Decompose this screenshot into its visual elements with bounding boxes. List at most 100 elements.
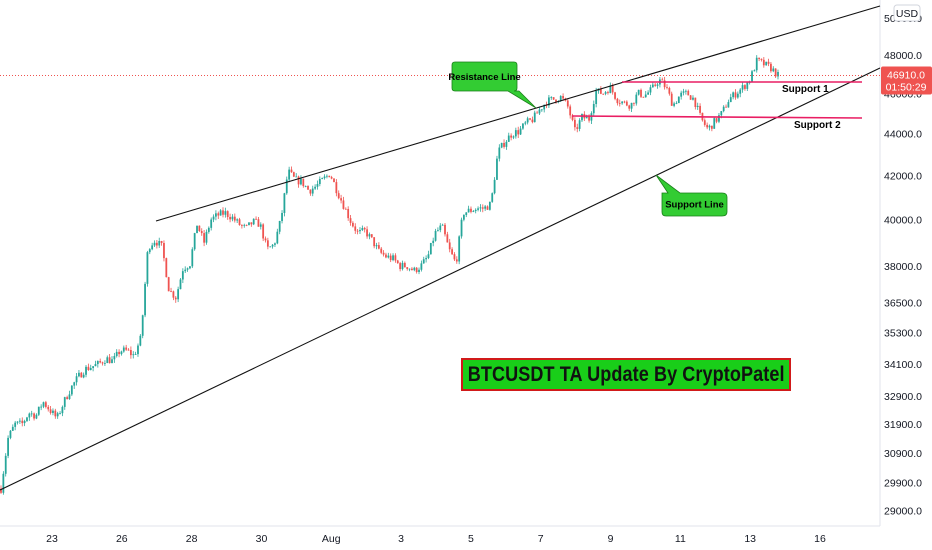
price-tick-label: 42000.0	[884, 170, 922, 182]
candle-body	[519, 128, 522, 135]
candle-body	[765, 61, 768, 66]
candle-body	[295, 176, 298, 178]
candle-body	[555, 99, 557, 102]
candle-body	[23, 420, 26, 424]
candle-body	[512, 136, 515, 138]
resistance-line[interactable]	[155, 5, 881, 222]
candle-body	[342, 200, 345, 209]
candle-body	[411, 268, 413, 271]
candle-body	[186, 268, 189, 270]
resistance-line-callout[interactable]: Resistance Line	[448, 61, 537, 109]
candle-body	[635, 94, 638, 104]
candle-body	[609, 85, 612, 94]
candle-body	[729, 97, 732, 103]
candle-body	[141, 315, 144, 336]
candle-body	[68, 394, 71, 400]
time-axis[interactable]: 23 26 28 30 Aug 3 5 7 9 11 13 16	[46, 533, 826, 545]
candle-body	[184, 269, 187, 272]
chart-title: BTCUSDT TA Update By CryptoPatel	[467, 362, 785, 386]
candle-body	[741, 85, 744, 90]
time-tick-label: 16	[814, 533, 826, 545]
candle-body	[278, 221, 281, 232]
candle-body	[181, 271, 184, 280]
candle-body	[692, 97, 694, 100]
candle-body	[179, 279, 182, 290]
candle-body	[628, 105, 631, 109]
candle-body	[696, 105, 699, 108]
candle-body	[302, 178, 305, 187]
candle-body	[722, 106, 725, 112]
candle-body	[604, 92, 607, 94]
candle-body	[488, 201, 491, 210]
candle-body	[746, 82, 749, 89]
candle-body	[585, 116, 588, 119]
candle-body	[455, 259, 458, 262]
candle-body	[760, 58, 763, 60]
price-axis[interactable]: 29000.0 29900.0 30900.0 31900.0 32900.0 34100…	[884, 13, 922, 517]
candle-body	[210, 219, 213, 228]
candle-body	[437, 230, 439, 231]
candle-body	[129, 350, 132, 356]
candle-body	[132, 354, 135, 356]
candle-body	[205, 231, 208, 243]
support-line-callout[interactable]: Support Line	[655, 174, 728, 217]
support-2-line[interactable]	[571, 115, 863, 119]
candle-body	[80, 372, 83, 378]
candle-body	[226, 211, 229, 217]
candle-body	[340, 198, 342, 201]
candle-body	[44, 402, 47, 407]
candle-body	[368, 234, 371, 237]
candle-body	[595, 90, 598, 105]
candle-body	[297, 176, 300, 185]
candle-body	[330, 177, 333, 179]
candle-body	[543, 104, 546, 110]
price-tick-label: 35300.0	[884, 328, 922, 340]
candle-body	[245, 224, 248, 226]
price-tick-label: 34100.0	[884, 359, 922, 371]
candle-body	[300, 178, 302, 185]
candle-body	[706, 124, 709, 128]
candle-body	[0, 488, 2, 493]
currency-badge[interactable]	[893, 4, 921, 22]
candle-body	[491, 193, 494, 202]
candle-body	[347, 209, 350, 219]
candle-body	[651, 84, 654, 88]
currency-label: USD	[896, 8, 919, 20]
candle-body	[167, 277, 170, 292]
candle-body	[290, 169, 293, 173]
candle-body	[633, 102, 635, 104]
candle-body	[47, 406, 50, 410]
candle-body	[26, 417, 28, 421]
support-line[interactable]	[0, 67, 881, 491]
candle-body	[59, 413, 61, 414]
candle-body	[503, 142, 505, 147]
candle-body	[373, 237, 376, 247]
candle-body	[413, 267, 416, 271]
candle-body	[217, 213, 220, 216]
price-tick-label: 38000.0	[884, 261, 922, 273]
candle-body	[321, 178, 324, 180]
candle-body	[720, 111, 723, 116]
candle-body	[148, 249, 151, 253]
plot-area[interactable]	[0, 0, 880, 526]
candle-body	[777, 72, 779, 77]
chart-title-banner: BTCUSDT TA Update By CryptoPatel	[461, 358, 791, 391]
candle-body	[439, 225, 442, 231]
candle-body	[255, 218, 257, 220]
candle-body	[607, 92, 609, 94]
candle-body	[621, 101, 624, 104]
candle-body	[311, 188, 314, 194]
candle-body	[654, 84, 657, 86]
time-tick-label: 13	[744, 533, 756, 545]
candle-body	[2, 473, 5, 493]
candle-body	[602, 93, 605, 95]
candle-body	[233, 216, 236, 221]
candle-body	[727, 102, 730, 108]
candle-body	[758, 57, 761, 59]
candle-body	[484, 206, 487, 209]
candle-body	[713, 118, 716, 129]
candle-body	[644, 94, 647, 98]
candle-body	[385, 254, 387, 258]
candle-body	[531, 119, 534, 123]
